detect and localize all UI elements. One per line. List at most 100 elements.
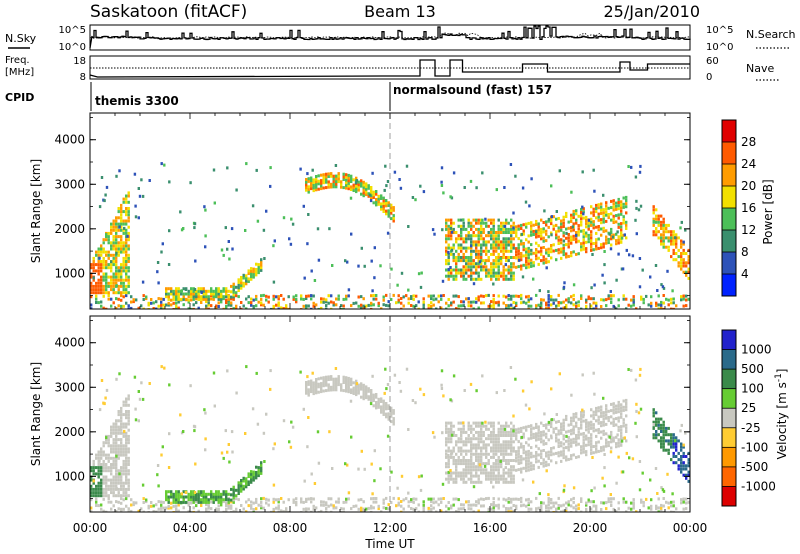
velocity-cell <box>247 475 250 478</box>
velocity-cell <box>230 500 233 504</box>
velocity-cell <box>462 471 465 475</box>
velocity-cell <box>392 496 395 500</box>
power-cell <box>575 233 578 237</box>
velocity-cell <box>481 374 484 378</box>
search-noise-series <box>89 32 691 39</box>
sky-left-label: N.Sky <box>5 32 37 45</box>
power-cell <box>265 298 268 302</box>
power-cell <box>560 256 563 260</box>
velocity-cell <box>497 459 500 462</box>
power-cell <box>525 256 528 260</box>
power-cell <box>382 202 385 205</box>
velocity-cell <box>102 444 105 448</box>
velocity-cell <box>122 481 125 485</box>
power-cell <box>572 250 575 254</box>
power-cell <box>125 284 128 288</box>
power-cell <box>441 279 445 283</box>
power-cell <box>620 225 623 229</box>
velocity-cell <box>487 462 490 466</box>
power-cell <box>472 307 475 309</box>
power-cell <box>540 227 543 231</box>
power-cell <box>331 264 334 267</box>
power-cell <box>510 218 513 222</box>
power-cell <box>312 186 315 190</box>
velocity-cell <box>110 484 113 488</box>
velocity-cell <box>382 410 385 414</box>
velocity-cell <box>465 430 468 434</box>
power-cell <box>325 307 328 309</box>
power-cell <box>165 303 168 307</box>
velocity-cell <box>605 404 608 408</box>
velocity-cell <box>272 497 275 501</box>
velocity-cell <box>672 442 675 446</box>
velocity-cell <box>505 434 508 437</box>
power-cell <box>593 189 596 193</box>
velocity-cell <box>167 466 171 469</box>
power-cell <box>555 304 558 308</box>
power-cell <box>450 196 454 200</box>
velocity-cell <box>547 493 550 497</box>
power-cell <box>120 213 123 217</box>
power-cell <box>392 216 395 220</box>
velocity-cell <box>582 432 585 435</box>
power-cell <box>100 288 103 292</box>
power-cell <box>100 250 103 254</box>
velocity-cell <box>105 484 108 488</box>
velocity-cell <box>260 504 263 508</box>
power-cell <box>342 178 345 181</box>
power-cell <box>612 214 615 218</box>
velocity-cell <box>310 510 313 512</box>
power-cell <box>345 186 348 190</box>
velocity-cell <box>342 507 345 511</box>
power-cell <box>125 200 128 204</box>
velocity-cell <box>662 504 665 508</box>
velocity-cell <box>125 441 128 445</box>
power-cell <box>112 222 115 226</box>
power-cell <box>497 294 500 298</box>
colorbar-tick-label: 16 <box>741 201 756 215</box>
power-cell <box>515 225 518 229</box>
power-cell <box>665 245 668 249</box>
power-cell <box>115 307 118 309</box>
velocity-cell <box>527 459 530 463</box>
velocity-cell <box>682 451 685 455</box>
velocity-cell <box>110 450 113 454</box>
velocity-cell <box>510 427 513 431</box>
power-cell <box>393 170 397 174</box>
velocity-cell <box>597 449 600 453</box>
velocity-cell <box>482 497 485 501</box>
power-cell <box>580 207 583 211</box>
velocity-cell <box>682 473 685 477</box>
velocity-cell <box>310 500 313 504</box>
velocity-cell <box>575 434 578 437</box>
power-cell <box>465 237 468 241</box>
velocity-cell <box>492 421 495 425</box>
power-cell <box>530 252 533 256</box>
velocity-cell <box>540 421 543 425</box>
velocity-cell <box>331 467 334 470</box>
velocity-cell <box>507 452 510 456</box>
power-cell <box>527 234 530 238</box>
velocity-cell <box>217 508 220 511</box>
power-cell <box>365 185 368 189</box>
freq-label-2: [MHz] <box>5 67 34 78</box>
power-cell <box>462 265 465 269</box>
power-cell <box>251 204 255 208</box>
power-cell <box>184 288 188 291</box>
velocity-cell <box>95 466 98 470</box>
y-tick-label: 2000 <box>54 425 85 439</box>
power-cell <box>492 294 495 298</box>
velocity-cell <box>657 506 660 510</box>
velocity-cell <box>495 465 498 469</box>
power-cell <box>611 235 615 239</box>
power-cell <box>117 266 120 270</box>
power-cell <box>620 209 623 213</box>
power-cell <box>525 295 528 299</box>
velocity-cell <box>110 469 113 473</box>
power-cell <box>310 187 313 191</box>
velocity-cell <box>397 503 400 507</box>
velocity-cell <box>675 445 678 449</box>
power-cell <box>655 304 658 308</box>
power-cell <box>632 295 635 299</box>
velocity-cell <box>527 462 530 466</box>
